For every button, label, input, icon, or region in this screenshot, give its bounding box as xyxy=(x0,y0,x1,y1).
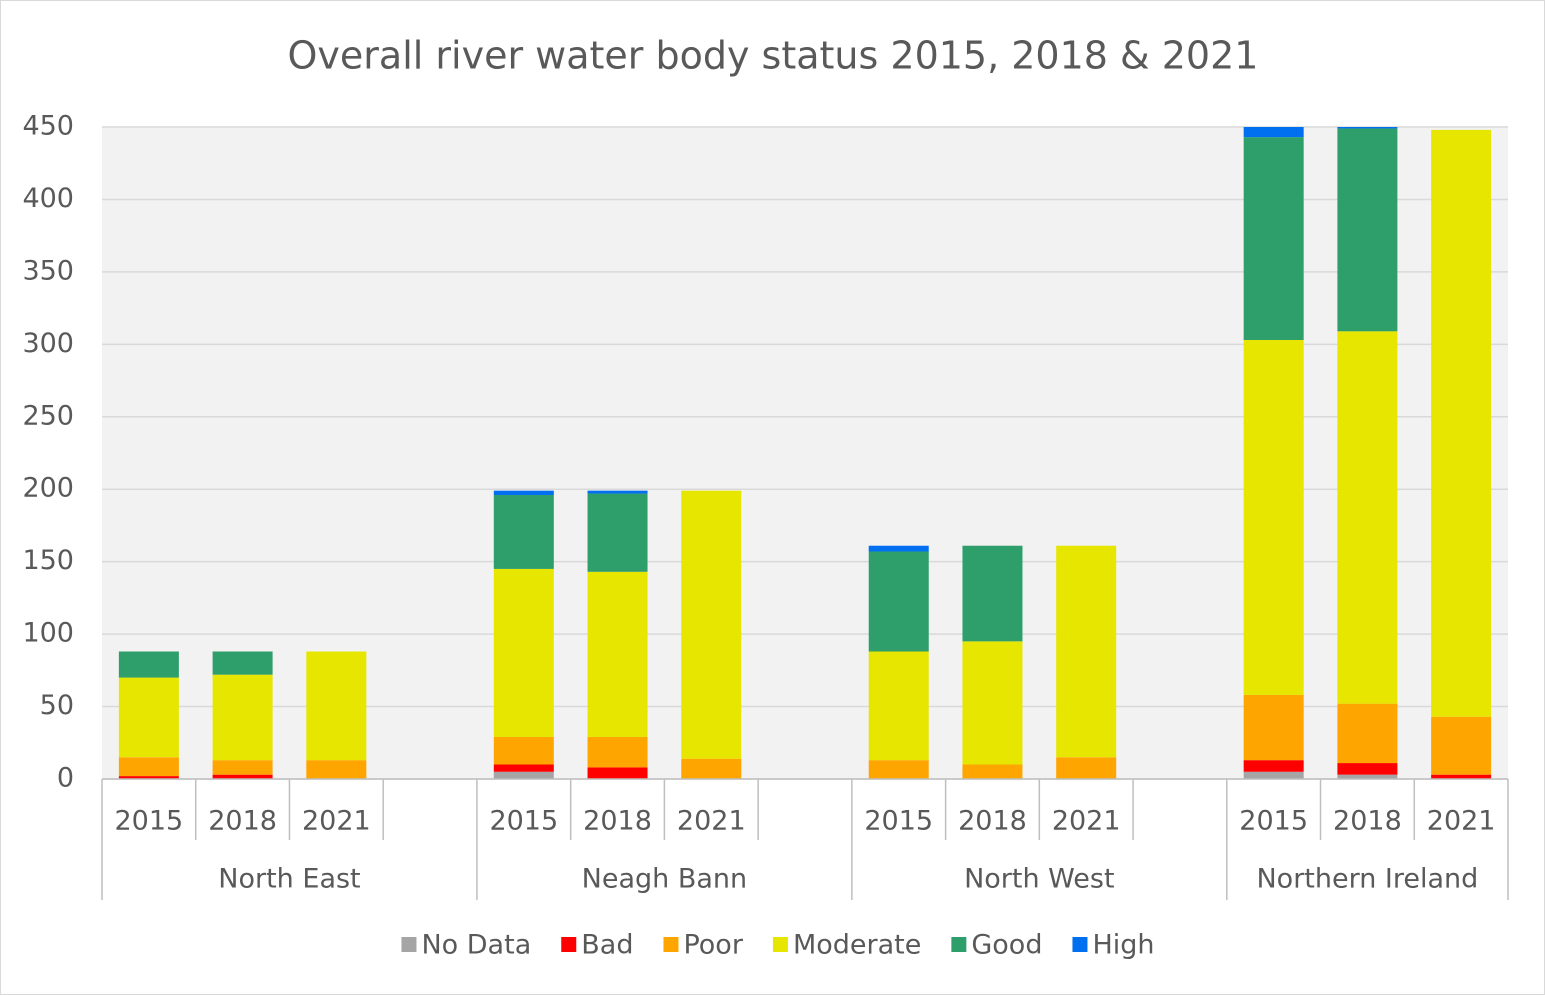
x-tick-label: 2015 xyxy=(1239,806,1308,837)
bar-segment xyxy=(306,651,367,761)
bar-segment xyxy=(868,760,929,779)
bar-segment xyxy=(587,767,648,779)
bar-segment xyxy=(587,490,648,494)
legend-label: No Data xyxy=(421,930,531,961)
y-tick-label: 250 xyxy=(22,400,74,431)
bar-segment xyxy=(587,493,648,572)
x-tick-label: 2018 xyxy=(208,806,277,837)
bar-segment xyxy=(962,764,1023,779)
bar-segment xyxy=(868,545,929,552)
group-label: Northern Ireland xyxy=(1256,864,1478,895)
bar-segment xyxy=(681,758,742,779)
chart-title: Overall river water body status 2015, 20… xyxy=(288,34,1259,78)
legend-label: Poor xyxy=(683,930,743,961)
group-label: North East xyxy=(218,864,360,895)
legend-label: Bad xyxy=(581,930,633,961)
bar-segment xyxy=(1337,331,1398,704)
legend-label: Good xyxy=(971,930,1042,961)
legend-swatch xyxy=(663,937,679,952)
bar-segment xyxy=(1243,339,1304,695)
y-tick-label: 450 xyxy=(22,111,74,142)
bar-segment xyxy=(1337,128,1398,332)
bar-segment xyxy=(212,774,273,779)
x-tick-label: 2015 xyxy=(489,806,558,837)
legend-label: High xyxy=(1092,930,1154,961)
x-tick-label: 2021 xyxy=(1427,806,1496,837)
bar-segment xyxy=(868,651,929,761)
y-tick-label: 0 xyxy=(57,763,74,794)
y-tick-label: 350 xyxy=(22,255,74,286)
y-tick-label: 100 xyxy=(22,618,74,649)
bar-segment xyxy=(493,490,554,496)
bar-segment xyxy=(1337,763,1398,775)
legend-label: Moderate xyxy=(793,930,921,961)
bar-segment xyxy=(493,495,554,569)
legend-swatch xyxy=(772,937,788,952)
bar-segment xyxy=(1431,716,1492,775)
x-tick-label: 2015 xyxy=(864,806,933,837)
bar-segment xyxy=(868,551,929,652)
bar-segment xyxy=(212,651,273,675)
bar-segment xyxy=(212,760,273,775)
x-tick-label: 2021 xyxy=(302,806,371,837)
bar-segment xyxy=(1243,127,1304,138)
bar-segment xyxy=(681,490,742,759)
bar-segment xyxy=(306,760,367,779)
bar-segment xyxy=(1056,757,1117,779)
bar-segment xyxy=(1243,137,1304,340)
bar-segment xyxy=(118,757,179,777)
bar-segment xyxy=(1243,694,1304,761)
y-tick-label: 200 xyxy=(22,473,74,504)
y-tick-label: 150 xyxy=(22,545,74,576)
bar-segment xyxy=(1056,545,1117,758)
bar-segment xyxy=(1431,129,1492,717)
bar-segment xyxy=(1243,771,1304,779)
x-tick-label: 2021 xyxy=(1052,806,1121,837)
x-tick-label: 2018 xyxy=(958,806,1027,837)
bar-segment xyxy=(962,545,1023,642)
x-tick-label: 2018 xyxy=(1333,806,1402,837)
bar-segment xyxy=(962,641,1023,765)
bar-segment xyxy=(493,736,554,765)
bar-segment xyxy=(493,568,554,737)
x-tick-label: 2015 xyxy=(115,806,184,837)
y-tick-label: 50 xyxy=(40,690,74,721)
bar-segment xyxy=(1431,774,1492,779)
bar-segment xyxy=(118,677,179,758)
legend-swatch xyxy=(951,937,967,952)
legend-swatch xyxy=(401,937,417,952)
bar-segment xyxy=(493,771,554,779)
bar-segment xyxy=(118,776,179,779)
bar-segment xyxy=(493,764,554,772)
bar-segment xyxy=(587,571,648,737)
y-tick-label: 400 xyxy=(22,183,74,214)
legend-swatch xyxy=(561,937,577,952)
x-tick-label: 2021 xyxy=(677,806,746,837)
bar-segment xyxy=(212,674,273,761)
bar-segment xyxy=(587,736,648,768)
bar-segment xyxy=(1243,760,1304,772)
y-tick-label: 300 xyxy=(22,328,74,359)
legend-swatch xyxy=(1072,937,1088,952)
bar-segment xyxy=(1337,774,1398,779)
x-tick-label: 2018 xyxy=(583,806,652,837)
group-label: Neagh Bann xyxy=(582,864,747,895)
group-label: North West xyxy=(964,864,1114,895)
bar-segment xyxy=(1337,127,1398,129)
bar-segment xyxy=(1337,703,1398,764)
bar-segment xyxy=(118,651,179,678)
